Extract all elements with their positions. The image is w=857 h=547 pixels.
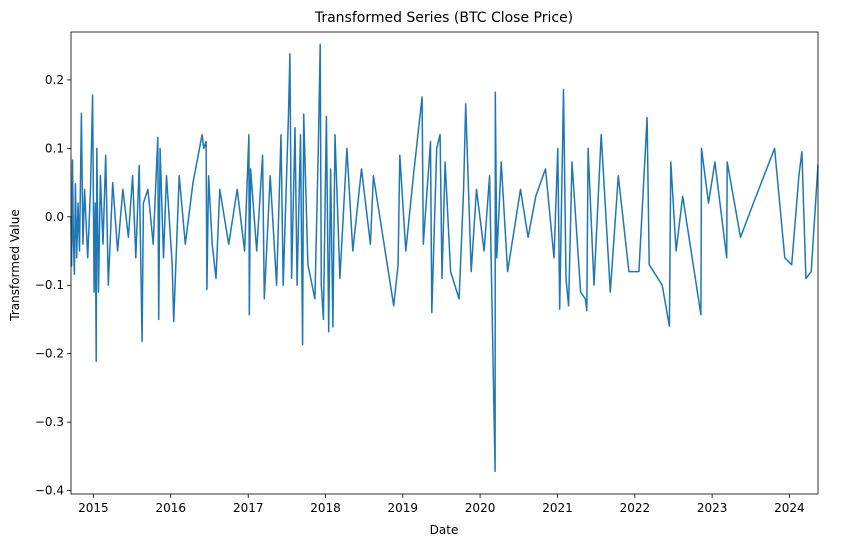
x-tick-label: 2021 [542,501,573,515]
y-tick-label: −0.1 [35,278,64,292]
y-tick-label: 0.0 [45,210,64,224]
x-tick-label: 2017 [233,501,264,515]
plot-area: 2015 2016 2017 2018 2019 2020 2021 2022 2023 2024… [35,31,819,515]
y-tick-label: −0.4 [35,484,64,498]
x-tick-label: 2024 [774,501,805,515]
axes-frame [70,31,819,495]
x-axis-label: Date [430,523,459,537]
y-tick-label: −0.3 [35,415,64,429]
y-tick-label: 0.1 [45,141,64,155]
y-tick-label: −0.2 [35,347,64,361]
x-tick-label: 2023 [697,501,728,515]
chart-title: Transformed Series (BTC Close Price) [314,10,573,26]
y-tick-label: 0.2 [45,73,64,87]
x-tick-label: 2019 [388,501,419,515]
x-tick-label: 2015 [78,501,109,515]
series-line [70,43,819,473]
x-tick-label: 2022 [620,501,651,515]
x-tick-label: 2018 [310,501,341,515]
y-axis-label: Transformed Value [8,209,22,321]
x-tick-label: 2016 [155,501,186,515]
x-tick-label: 2020 [465,501,496,515]
